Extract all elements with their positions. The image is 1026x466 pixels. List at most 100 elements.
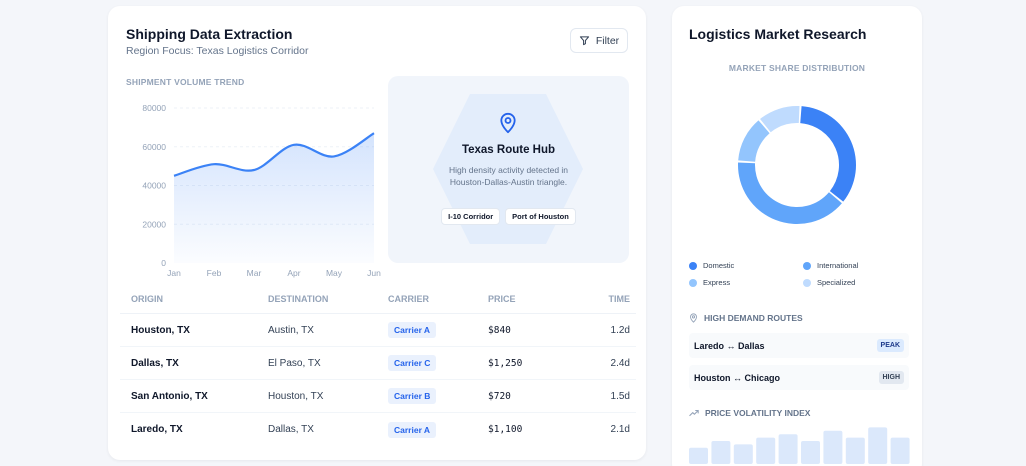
origin-cell: Laredo, TX xyxy=(131,424,183,435)
destination-cell: Houston, TX xyxy=(268,390,324,402)
shipment-volume-chart: 0 20000 40000 60000 80000 Jan Feb Mar Apr May Jun xyxy=(142,103,381,278)
hub-description: High density activity detected in Housto… xyxy=(448,165,569,187)
legend-dot xyxy=(689,261,697,270)
destination-cell: Dallas, TX xyxy=(268,424,314,435)
route-badge: HIGH xyxy=(878,371,904,384)
donut-slice[interactable] xyxy=(738,120,770,162)
x-tick-label: Jan xyxy=(167,268,181,278)
legend-item: Express xyxy=(689,278,730,287)
shipments-table: ORIGIN DESTINATION CARRIER PRICE TIME Ho… xyxy=(120,284,636,446)
series-line xyxy=(173,132,375,177)
route-name: Houston ↔ Chicago xyxy=(694,372,780,383)
price-volatility-chart xyxy=(689,427,910,464)
market-research-panel: Logistics Market Research MARKET SHARE D… xyxy=(672,6,922,466)
volatility-bar xyxy=(890,437,910,464)
time-cell: 1.2d xyxy=(610,324,630,336)
y-tick-label: 80000 xyxy=(142,103,166,113)
trend-section-label: SHIPMENT VOLUME TREND xyxy=(126,77,245,87)
hub-tag: Port of Houston xyxy=(505,208,576,225)
x-tick-label: Jun xyxy=(367,268,381,278)
legend-label: Domestic xyxy=(703,261,735,270)
legend-item: Specialized xyxy=(803,278,855,287)
route-item[interactable]: Laredo ↔ Dallas PEAK xyxy=(689,333,909,358)
price-cell: $720 xyxy=(488,390,511,402)
route-item[interactable]: Houston ↔ Chicago HIGH xyxy=(689,365,909,390)
time-cell: 2.1d xyxy=(610,424,630,435)
legend-item: Domestic xyxy=(689,261,734,270)
carrier-badge: Carrier B xyxy=(388,388,437,404)
legend-label: Specialized xyxy=(817,278,856,287)
origin-cell: San Antonio, TX xyxy=(131,390,208,402)
price-cell: $1,250 xyxy=(488,357,523,369)
market-share-label: MARKET SHARE DISTRIBUTION xyxy=(728,63,866,73)
volatility-section-label: PRICE VOLATILITY INDEX xyxy=(689,408,810,418)
y-tick-label: 60000 xyxy=(142,142,166,152)
time-cell: 2.4d xyxy=(610,357,630,369)
origin-cell: Houston, TX xyxy=(131,324,190,336)
x-tick-label: Mar xyxy=(247,268,262,278)
destination-cell: Austin, TX xyxy=(268,324,314,336)
map-pin-icon xyxy=(500,112,516,134)
table-row[interactable]: San Antonio, TX Houston, TX Carrier B $7… xyxy=(120,380,636,413)
hub-tag: I-10 Corridor xyxy=(441,208,501,225)
hub-hexagon-shape xyxy=(433,94,583,244)
volatility-bar xyxy=(778,434,798,464)
shipping-panel-title: Shipping Data Extraction xyxy=(126,26,293,42)
carrier-badge: Carrier C xyxy=(388,355,437,371)
table-row[interactable]: Houston, TX Austin, TX Carrier A $840 1.… xyxy=(120,314,636,347)
x-tick-label: May xyxy=(326,268,343,278)
hub-title: Texas Route Hub xyxy=(461,144,556,156)
column-header-destination[interactable]: DESTINATION xyxy=(268,293,329,304)
market-share-donut xyxy=(738,106,856,224)
table-header: ORIGIN DESTINATION CARRIER PRICE TIME xyxy=(120,284,636,314)
price-cell: $840 xyxy=(488,324,511,336)
volatility-bar xyxy=(868,427,888,464)
y-tick-label: 0 xyxy=(161,258,166,268)
volatility-bar xyxy=(711,441,731,464)
volatility-bar xyxy=(689,447,708,464)
route-hub-card: Texas Route Hub High density activity de… xyxy=(388,76,629,263)
table-row[interactable]: Laredo, TX Dallas, TX Carrier A $1,100 2… xyxy=(120,413,636,446)
volatility-bar xyxy=(756,437,776,464)
volatility-bar xyxy=(845,437,865,464)
column-header-price[interactable]: PRICE xyxy=(488,293,516,304)
filter-label: Filter xyxy=(595,34,620,47)
carrier-badge: Carrier A xyxy=(388,421,437,438)
route-name: Laredo ↔ Dallas xyxy=(694,340,765,351)
x-tick-label: Apr xyxy=(287,268,300,278)
column-header-time[interactable]: TIME xyxy=(608,293,631,304)
legend-item: International xyxy=(803,261,858,270)
origin-cell: Dallas, TX xyxy=(131,357,179,369)
shipping-panel-subtitle: Region Focus: Texas Logistics Corridor xyxy=(126,45,309,57)
legend-dot xyxy=(803,261,811,270)
routes-section-label: HIGH DEMAND ROUTES xyxy=(689,313,803,323)
research-panel-title: Logistics Market Research xyxy=(689,26,867,42)
donut-slice[interactable] xyxy=(738,162,842,224)
filter-button[interactable]: Filter xyxy=(570,28,628,53)
destination-cell: El Paso, TX xyxy=(268,357,321,369)
donut-slice[interactable] xyxy=(760,106,800,133)
donut-slice[interactable] xyxy=(800,106,856,202)
volatility-bar xyxy=(823,430,843,464)
volatility-label-text: PRICE VOLATILITY INDEX xyxy=(705,408,811,418)
legend-label: Express xyxy=(703,278,731,287)
volatility-bar xyxy=(801,441,820,464)
time-cell: 1.5d xyxy=(610,390,630,402)
map-pin-icon xyxy=(690,313,697,323)
legend-label: International xyxy=(817,261,859,270)
x-tick-label: Feb xyxy=(207,268,222,278)
legend-dot xyxy=(689,278,697,287)
volatility-bar xyxy=(733,444,753,464)
column-header-origin[interactable]: ORIGIN xyxy=(131,293,164,304)
routes-label-text: HIGH DEMAND ROUTES xyxy=(704,313,803,323)
legend-dot xyxy=(803,278,811,287)
y-tick-label: 20000 xyxy=(142,219,166,229)
table-row[interactable]: Dallas, TX El Paso, TX Carrier C $1,250 … xyxy=(120,347,636,380)
carrier-badge: Carrier A xyxy=(388,322,437,338)
price-cell: $1,100 xyxy=(488,424,523,435)
trend-up-icon xyxy=(689,409,699,417)
shipping-data-panel: Shipping Data Extraction Region Focus: T… xyxy=(108,6,646,460)
y-tick-label: 40000 xyxy=(142,181,166,191)
filter-icon xyxy=(579,36,589,46)
column-header-carrier[interactable]: CARRIER xyxy=(388,293,430,304)
